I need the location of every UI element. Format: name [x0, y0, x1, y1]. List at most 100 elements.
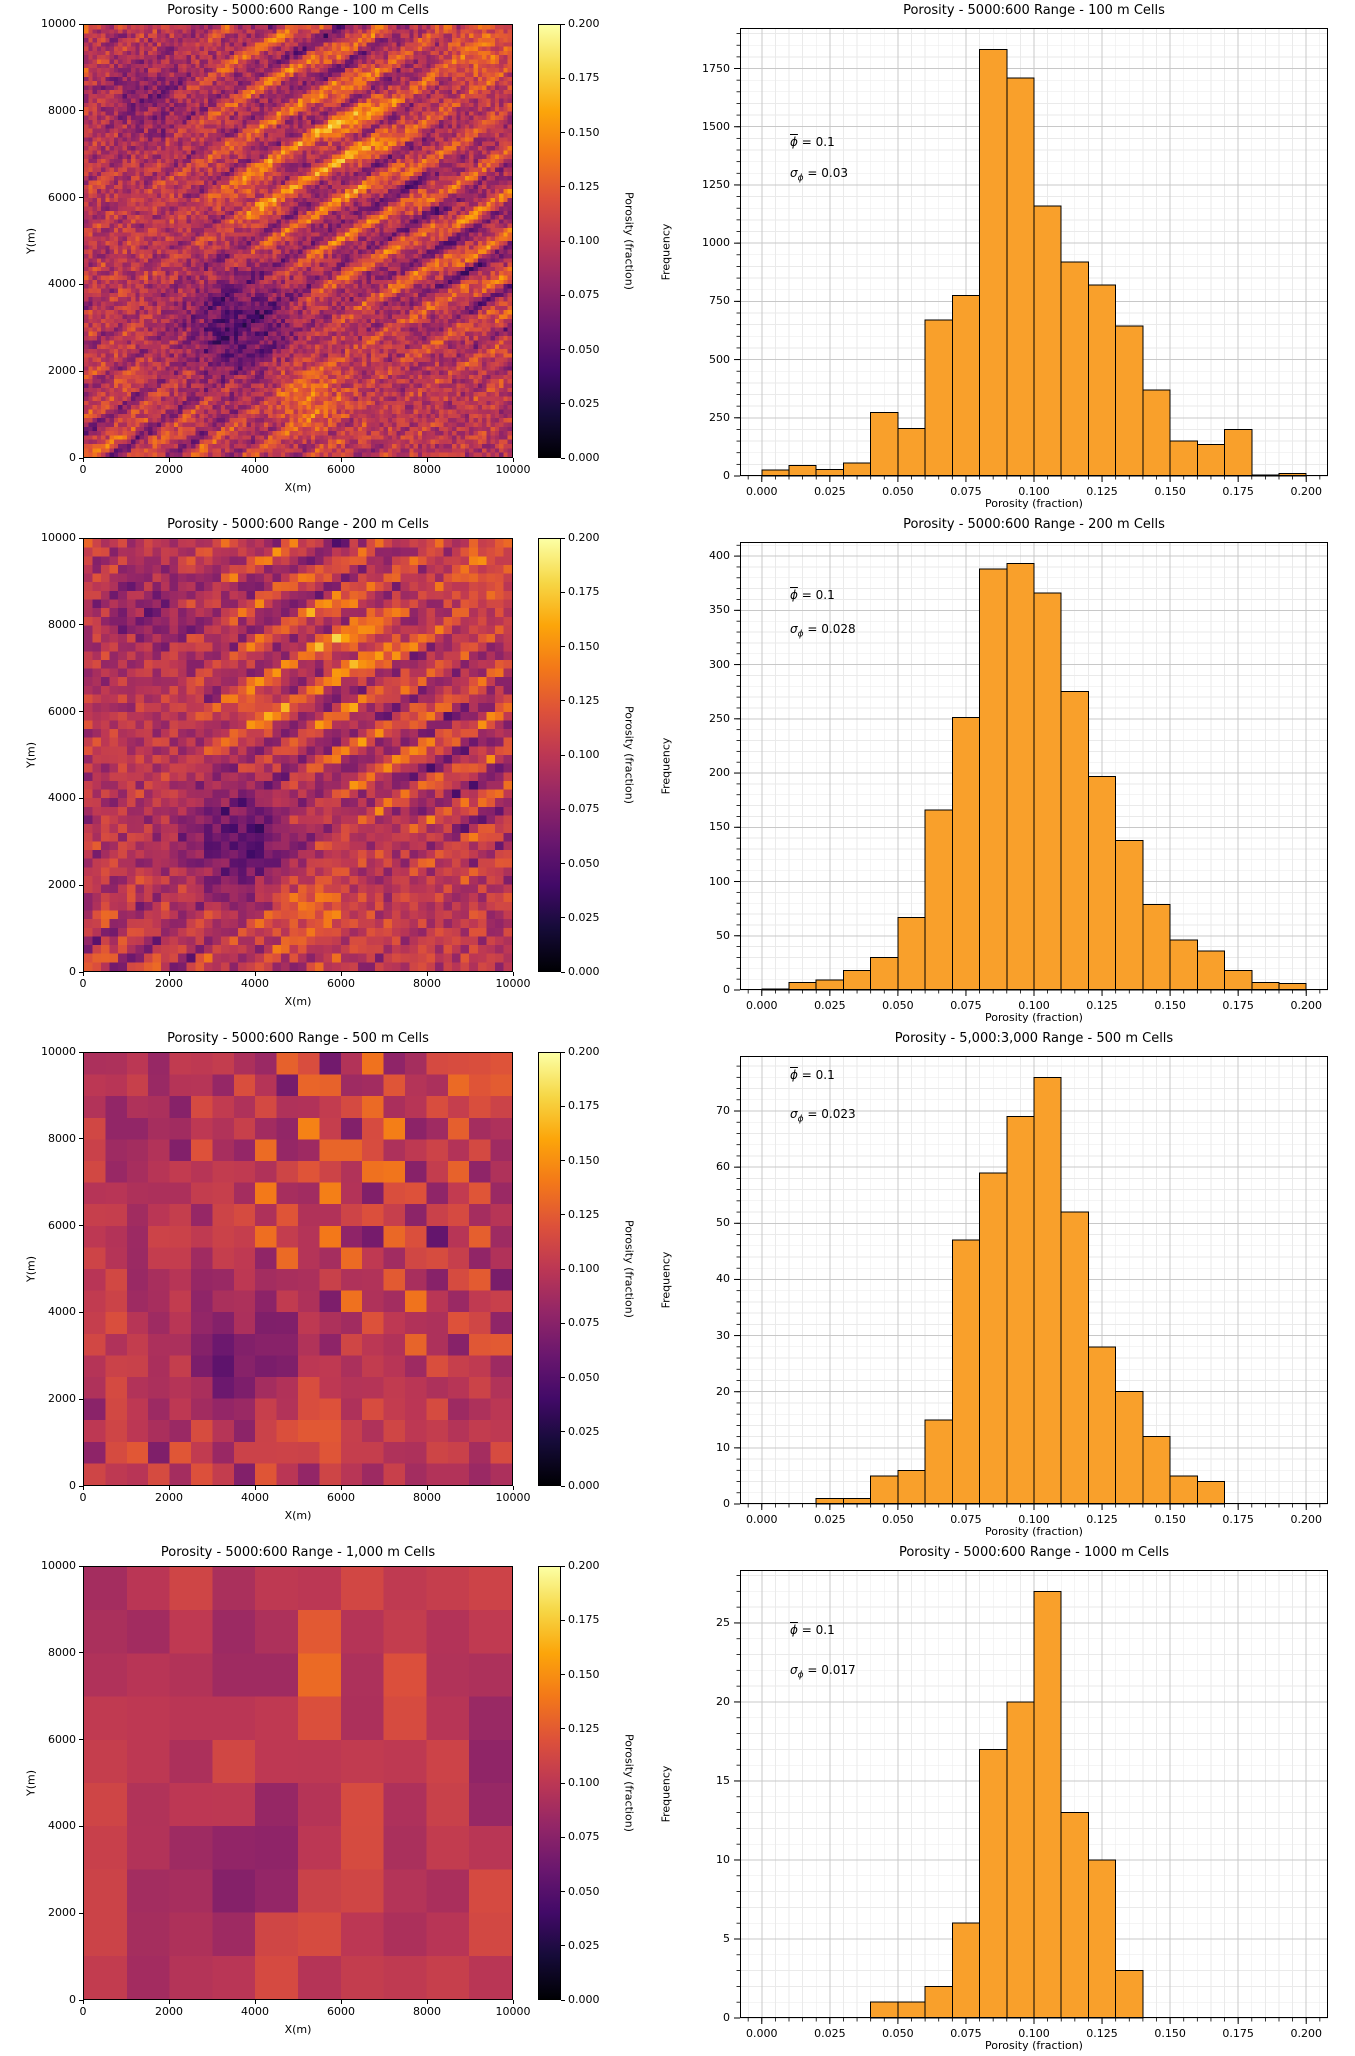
histogram-x-axis-label: Porosity (fraction)	[985, 1525, 1083, 1538]
histogram-x-tick-label: 0.150	[1154, 485, 1186, 498]
colorbar-label: Porosity (fraction)	[622, 1734, 636, 1832]
heatmap-x-tick	[254, 2000, 256, 2004]
histogram-x-tick-label: 0.000	[746, 1513, 778, 1526]
heatmap-x-axis-label: X(m)	[284, 995, 312, 1008]
histogram-y-tick-label: 1750	[702, 61, 730, 75]
colorbar-tick-label: 0.175	[568, 585, 600, 599]
colorbar-tick-label: 0.125	[568, 693, 600, 707]
colorbar-tick	[561, 1728, 565, 1730]
colorbar-tick-label: 0.000	[568, 451, 600, 464]
colorbar-tick	[561, 294, 565, 296]
histogram-y-tick-label: 25	[716, 1615, 730, 1629]
heatmap-image	[84, 1053, 512, 1485]
histogram-y-tick-label: 1250	[702, 177, 730, 191]
heatmap-y-tick-label: 6000	[48, 1732, 76, 1746]
heatmap-y-tick	[79, 624, 83, 626]
histogram-y-tick-label: 1500	[702, 119, 730, 133]
histogram-y-tick-label: 200	[709, 766, 730, 780]
colorbar-label: Porosity (fraction)	[622, 1220, 636, 1318]
histogram-x-tick-label: 0.000	[746, 999, 778, 1012]
heatmap-y-tick	[79, 197, 83, 199]
histogram-x-tick-label: 0.100	[1018, 485, 1050, 498]
sigma-symbol: σ	[790, 622, 798, 636]
heatmap-x-tick-label: 0	[79, 977, 87, 990]
histogram-title: Porosity - 5000:600 Range - 100 m Cells	[903, 3, 1165, 18]
heatmap-x-tick	[340, 1486, 342, 1490]
heatmap-y-tick	[79, 711, 83, 713]
heatmap-y-tick	[79, 1999, 83, 2001]
phi-symbol: ϕ	[790, 1623, 798, 1637]
colorbar-tick-label: 0.150	[568, 639, 600, 653]
colorbar-tick	[561, 1619, 565, 1621]
histogram-x-tick-label: 0.000	[746, 2027, 778, 2040]
colorbar-tick-label: 0.075	[568, 288, 600, 302]
heatmap-y-tick-label: 10000	[41, 17, 76, 30]
heatmap-x-tick-label: 2000	[155, 1491, 183, 1504]
heatmap-x-tick-label: 8000	[413, 463, 441, 476]
heatmap-y-tick	[79, 23, 83, 25]
histogram-y-tick-label: 1000	[702, 236, 730, 250]
histogram-x-tick-label: 0.075	[950, 2027, 982, 2040]
colorbar-tick-label: 0.175	[568, 71, 600, 85]
heatmap-plot	[83, 1052, 513, 1486]
heatmap-y-tick	[79, 1398, 83, 1400]
histogram-y-tick-label: 40	[716, 1272, 730, 1286]
histogram-y-tick-label: 5	[723, 1931, 730, 1945]
heatmap-x-tick-label: 8000	[413, 1491, 441, 1504]
colorbar-tick	[561, 971, 565, 973]
heatmap-y-tick	[79, 1225, 83, 1227]
colorbar-label: Porosity (fraction)	[622, 706, 636, 804]
sigma-value: = 0.028	[807, 622, 856, 636]
heatmap-y-tick-label: 0	[69, 1479, 76, 1492]
heatmap-x-tick-label: 6000	[327, 463, 355, 476]
histogram-y-tick-label: 30	[716, 1328, 730, 1342]
heatmap-y-tick-label: 2000	[48, 878, 76, 892]
colorbar-tick-label: 0.025	[568, 396, 600, 410]
histogram-y-tick-label: 250	[709, 711, 730, 725]
heatmap-y-tick	[79, 1652, 83, 1654]
heatmap-y-tick	[79, 1311, 83, 1313]
histogram-plot: ϕ = 0.1 σϕ = 0.028	[734, 542, 1328, 996]
histogram-y-tick-label: 10	[716, 1440, 730, 1454]
colorbar-tick-label: 0.025	[568, 1938, 600, 1952]
mean-value: = 0.1	[801, 588, 835, 602]
colorbar-tick	[561, 186, 565, 188]
colorbar-tick	[561, 863, 565, 864]
mean-annotation: ϕ = 0.1	[790, 1624, 835, 1636]
heatmap-x-tick-label: 6000	[327, 977, 355, 990]
colorbar-tick-label: 0.100	[568, 1262, 600, 1275]
heatmap-title: Porosity - 5000:600 Range - 1,000 m Cell…	[160, 1545, 436, 1560]
heatmap-x-tick	[254, 458, 256, 462]
colorbar-label: Porosity (fraction)	[622, 192, 636, 290]
heatmap-x-tick-label: 10000	[495, 977, 531, 990]
colorbar-tick-label: 0.000	[568, 1993, 600, 2006]
colorbar-tick	[561, 23, 565, 25]
heatmap-y-tick-label: 4000	[48, 1305, 76, 1319]
heatmap-x-axis-label: X(m)	[284, 2023, 312, 2036]
heatmap-y-tick	[79, 283, 83, 285]
mean-annotation: ϕ = 0.1	[790, 136, 835, 148]
histogram-y-axis-label: Frequency	[659, 1765, 673, 1823]
histogram-y-tick-label: 0	[723, 1497, 730, 1510]
mean-value: = 0.1	[801, 1068, 835, 1082]
histogram-y-tick-label: 10	[716, 1852, 730, 1866]
histogram-x-tick-label: 0.125	[1086, 1513, 1118, 1526]
histogram-y-tick-label: 500	[709, 352, 730, 366]
figure-row: Porosity - 5000:600 Range - 1,000 m Cell…	[0, 1542, 1355, 2056]
histogram-x-tick-label: 0.025	[814, 2027, 846, 2040]
histogram-x-tick-label: 0.175	[1222, 999, 1254, 1012]
sigma-annotation: σϕ = 0.023	[790, 1108, 856, 1124]
histogram-plot: ϕ = 0.1 σϕ = 0.03	[734, 28, 1328, 482]
heatmap-x-tick	[82, 2000, 84, 2004]
sigma-symbol: σ	[790, 1663, 798, 1677]
heatmap-x-tick-label: 10000	[495, 1491, 531, 1504]
heatmap-x-tick	[512, 458, 514, 462]
sigma-annotation: σϕ = 0.017	[790, 1664, 856, 1680]
colorbar-tick-label: 0.175	[568, 1099, 600, 1113]
sigma-symbol: σ	[790, 166, 798, 180]
colorbar-tick-label: 0.100	[568, 1776, 600, 1789]
heatmap-image	[84, 1567, 512, 1999]
histogram-x-tick-label: 0.150	[1154, 1513, 1186, 1526]
histogram-x-tick-label: 0.200	[1290, 485, 1322, 498]
histogram-x-tick-label: 0.200	[1290, 999, 1322, 1012]
